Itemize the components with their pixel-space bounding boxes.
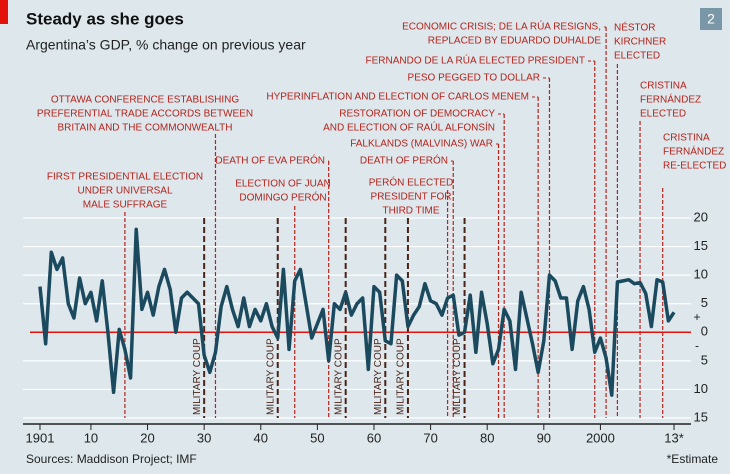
event-label: ELECTION OF JUAN	[235, 179, 331, 190]
event-label: PESO PEGGED TO DOLLAR	[408, 73, 540, 84]
x-tick-label: 20	[140, 430, 154, 445]
x-tick-label: 80	[480, 430, 494, 445]
coup-label: MILITARY COUP	[333, 338, 344, 415]
x-tick-label: 10	[84, 430, 98, 445]
event-label: ELECTED	[614, 51, 660, 62]
y-tick-label: 0	[701, 324, 708, 339]
event-label: BRITAIN AND THE COMMONWEALTH	[57, 123, 232, 134]
y-tick-label: 15	[694, 409, 708, 424]
coup-label: MILITARY COUP	[192, 338, 203, 415]
coup-label: MILITARY COUP	[452, 338, 463, 415]
x-tick-label: 13*	[664, 430, 684, 445]
y-tick-label: 15	[694, 238, 708, 253]
event-label: RESTORATION OF DEMOCRACY	[339, 109, 495, 120]
event-label: AND ELECTION OF RAÚL ALFONSÍN	[323, 121, 495, 134]
x-tick-label: 70	[423, 430, 437, 445]
chart-subtitle: Argentina’s GDP, % change on previous ye…	[26, 37, 306, 53]
y-sign-label: -	[695, 339, 699, 353]
event-label: RE-ELECTED	[663, 161, 726, 172]
event-label: DOMINGO PERÓN	[239, 191, 326, 204]
event-label: PERÓN ELECTED	[369, 176, 453, 189]
brand-mark	[0, 0, 8, 24]
footnote: *Estimate	[667, 452, 719, 466]
event-label: NÉSTOR	[614, 21, 656, 34]
x-tick-label: 50	[310, 430, 324, 445]
badge-box	[700, 8, 722, 30]
chart-title: Steady as she goes	[26, 9, 184, 28]
event-label: ECONOMIC CRISIS; DE LA RÚA RESIGNS,	[402, 20, 601, 33]
event-label: CRISTINA	[640, 81, 687, 92]
event-label: OTTAWA CONFERENCE ESTABLISHING	[51, 95, 240, 106]
y-tick-label: 20	[694, 209, 708, 224]
x-tick-label: 60	[367, 430, 381, 445]
y-tick-label: 5	[701, 352, 708, 367]
event-label: DEATH OF EVA PERÓN	[215, 154, 325, 167]
event-label: HYPERINFLATION AND ELECTION OF CARLOS ME…	[266, 92, 529, 103]
source: Sources: Maddison Project; IMF	[26, 452, 197, 466]
event-label: CRISTINA	[663, 133, 710, 144]
event-label: UNDER UNIVERSAL	[77, 186, 172, 197]
event-label: FIRST PRESIDENTIAL ELECTION	[47, 172, 203, 183]
x-tick-label: 30	[197, 430, 211, 445]
event-label: ELECTED	[640, 109, 686, 120]
badge: 2	[707, 11, 715, 27]
event-label: FALKLANDS (MALVINAS) WAR	[350, 139, 493, 150]
event-label: FERNÁNDEZ	[663, 145, 724, 158]
x-tick-label: 1901	[26, 430, 55, 445]
y-tick-label: 10	[694, 267, 708, 282]
gdp-line	[38, 227, 676, 397]
event-label: KIRCHNER	[614, 37, 666, 48]
event-label: DEATH OF PERÓN	[360, 154, 448, 167]
event-label: REPLACED BY EDUARDO DUHALDE	[428, 36, 602, 47]
event-label: PREFERENTIAL TRADE ACCORDS BETWEEN	[37, 109, 253, 120]
y-tick-label: 10	[694, 381, 708, 396]
x-tick-label: 2000	[586, 430, 615, 445]
x-tick-label: 90	[537, 430, 551, 445]
y-tick-label: 5	[701, 295, 708, 310]
x-tick-label: 40	[254, 430, 268, 445]
y-sign-label: +	[693, 310, 700, 324]
event-label: THIRD TIME	[382, 206, 439, 217]
event-label: FERNANDO DE LA RÚA ELECTED PRESIDENT	[366, 54, 586, 67]
event-label: MALE SUFFRAGE	[83, 200, 168, 211]
event-label: PRESIDENT FOR	[371, 192, 452, 203]
coup-label: MILITARY COUP	[373, 338, 384, 415]
coup-label: MILITARY COUP	[265, 338, 276, 415]
event-label: FERNÁNDEZ	[640, 93, 701, 106]
coup-label: MILITARY COUP	[396, 338, 407, 415]
